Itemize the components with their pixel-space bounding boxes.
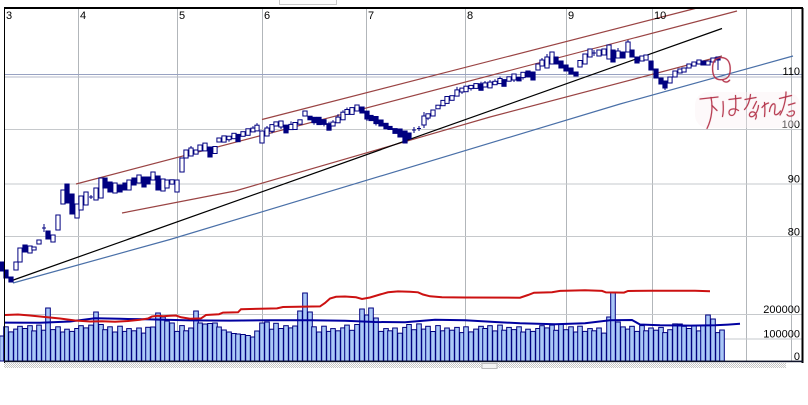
svg-text:5: 5	[179, 10, 185, 22]
svg-text:90: 90	[788, 174, 800, 186]
svg-text:4: 4	[80, 10, 86, 22]
svg-text:110: 110	[782, 66, 800, 78]
svg-text:7: 7	[368, 10, 374, 22]
svg-text:10: 10	[654, 10, 666, 22]
svg-text:200000: 200000	[763, 304, 800, 316]
svg-text:100: 100	[782, 119, 800, 131]
svg-text:80: 80	[788, 227, 800, 239]
svg-text:0: 0	[794, 351, 800, 363]
svg-text:9: 9	[568, 10, 574, 22]
svg-text:3: 3	[6, 10, 12, 22]
svg-text:6: 6	[264, 10, 270, 22]
svg-text:8: 8	[467, 10, 473, 22]
svg-text:100000: 100000	[763, 329, 800, 341]
